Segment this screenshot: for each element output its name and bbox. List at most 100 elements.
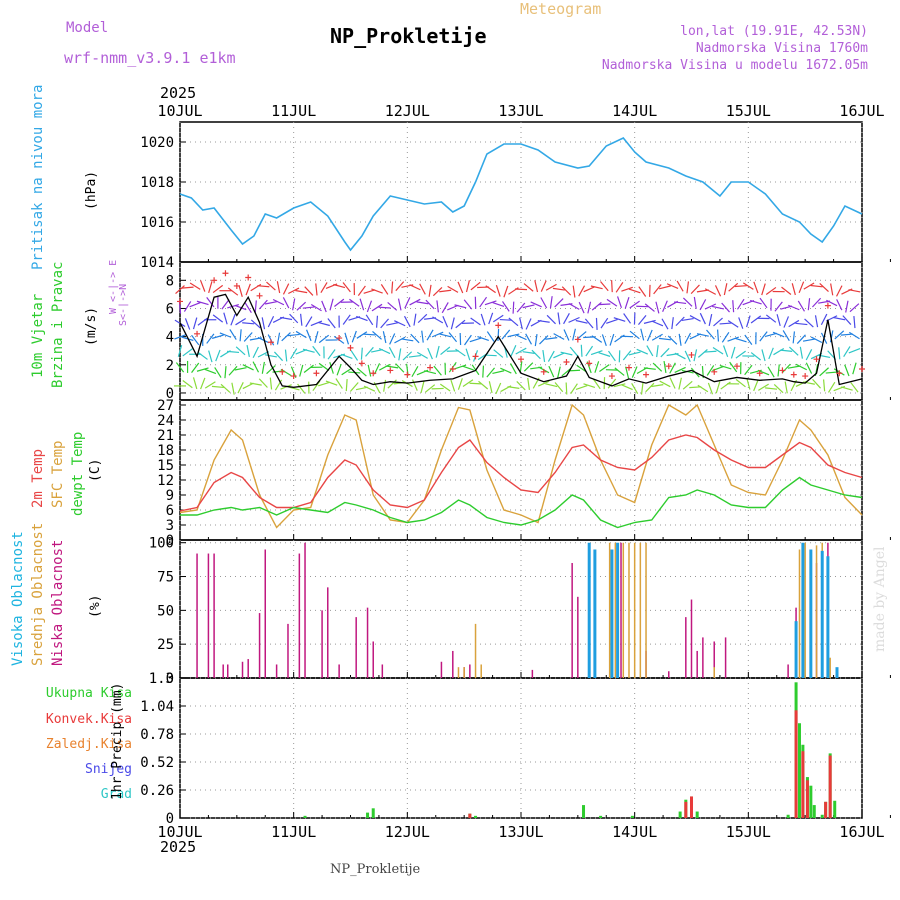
wind-arrow bbox=[492, 370, 505, 375]
wind-arrow bbox=[395, 363, 405, 373]
wind-arrow bbox=[651, 384, 664, 388]
wind-arrow bbox=[441, 302, 449, 314]
wind-arrow bbox=[804, 318, 814, 328]
wind-arrow bbox=[335, 378, 343, 389]
wind-arrow bbox=[523, 362, 534, 372]
wind-arrow bbox=[580, 344, 583, 357]
wind-arrow bbox=[591, 301, 602, 311]
wind-arrow bbox=[200, 280, 206, 292]
y-tick-label: 75 bbox=[157, 570, 174, 586]
wind-arrow bbox=[237, 382, 244, 394]
precip-bar-total bbox=[582, 805, 586, 818]
gust-marker bbox=[267, 339, 274, 346]
t2m-line bbox=[179, 434, 863, 512]
lonlat-text: lon,lat (19.91E, 42.53N) bbox=[680, 24, 868, 39]
wind-arrow bbox=[365, 346, 374, 357]
wind-arrow bbox=[659, 380, 671, 388]
wind-arrow bbox=[674, 366, 686, 374]
wind-arrow bbox=[651, 333, 663, 341]
wind-compass-sn: S<-|->N bbox=[118, 283, 129, 326]
wind-arrow bbox=[363, 385, 376, 392]
gust-marker bbox=[177, 298, 183, 305]
wind-arrow bbox=[450, 379, 456, 392]
gust-marker bbox=[194, 330, 201, 337]
wind-arrow bbox=[514, 288, 528, 291]
wind-arrow bbox=[426, 329, 434, 341]
wind-arrow bbox=[805, 362, 813, 374]
wind-arrow bbox=[667, 335, 678, 345]
wind-arrow bbox=[282, 297, 290, 309]
gust-marker bbox=[495, 322, 502, 329]
x-tick-label-top: 16JUL bbox=[839, 102, 884, 120]
wind-arrow bbox=[530, 301, 542, 308]
wind-arrow bbox=[245, 283, 251, 296]
wind-arrow bbox=[798, 281, 805, 294]
wind-arrow bbox=[507, 333, 520, 338]
wind-arrow bbox=[765, 332, 778, 338]
wind-arrow bbox=[616, 296, 623, 309]
wind-arrow bbox=[192, 377, 198, 390]
y-tick-label: 4 bbox=[166, 330, 174, 346]
wind-arrow bbox=[372, 330, 382, 340]
wind-arrow bbox=[735, 378, 746, 388]
wind-arrow bbox=[836, 285, 843, 297]
wind-arrow bbox=[621, 384, 633, 391]
wind-arrow bbox=[828, 381, 836, 393]
wind-arrow bbox=[204, 368, 217, 375]
gust-marker bbox=[387, 367, 394, 374]
wind-arrow bbox=[674, 352, 686, 360]
y-tick-label: 6 bbox=[166, 503, 174, 519]
wind-arrow bbox=[563, 329, 570, 341]
wind-arrow bbox=[303, 364, 314, 373]
wind-arrow bbox=[676, 280, 684, 292]
wind-arrow bbox=[765, 314, 777, 323]
precip-bar-conv bbox=[801, 751, 805, 818]
wind-arrow bbox=[342, 282, 351, 293]
wind-arrow bbox=[674, 301, 687, 305]
wind-arrow bbox=[704, 288, 717, 295]
wind-arrow bbox=[420, 381, 425, 394]
wind-arrow bbox=[189, 301, 201, 308]
wind-arrow bbox=[386, 365, 399, 369]
wind-arrow bbox=[810, 284, 823, 288]
wind-arrow bbox=[746, 315, 751, 328]
wind-arrow bbox=[686, 281, 690, 294]
wind-arrow bbox=[184, 318, 191, 330]
y-tick-label: 1016 bbox=[140, 215, 174, 231]
wind-arrow bbox=[243, 332, 253, 342]
y-tick-label: 9 bbox=[166, 488, 174, 504]
wind-arrow bbox=[416, 351, 428, 359]
y-tick-label: 2 bbox=[166, 358, 174, 374]
wind-arrow bbox=[669, 362, 676, 374]
wind-arrow bbox=[363, 333, 376, 336]
wind-arrow bbox=[714, 285, 722, 297]
wind-arrow bbox=[290, 348, 298, 360]
wind-arrow bbox=[457, 378, 463, 390]
wind-arrow bbox=[523, 283, 534, 292]
wind-arrow bbox=[631, 366, 638, 378]
gust-marker bbox=[313, 370, 320, 377]
wind-arrow bbox=[281, 332, 291, 342]
wind-arrow bbox=[488, 381, 493, 394]
wind-arrow bbox=[457, 281, 464, 294]
wind-arrow bbox=[409, 298, 421, 306]
wind-arrow bbox=[350, 350, 359, 361]
wind-arrow bbox=[557, 312, 561, 325]
x-tick-label-top: 13JUL bbox=[498, 102, 543, 120]
wind-arrow bbox=[398, 348, 402, 361]
wind-arrow bbox=[796, 334, 806, 344]
wind-arrow bbox=[525, 333, 533, 345]
wind-arrow bbox=[598, 303, 611, 306]
wind-arrow bbox=[662, 300, 668, 312]
wind-arrow bbox=[799, 346, 804, 359]
wind-arrow bbox=[181, 286, 194, 289]
wind-arrow bbox=[349, 382, 359, 392]
wind-arrow bbox=[250, 319, 261, 329]
wind-arrow bbox=[421, 330, 424, 343]
wind-arrow bbox=[257, 285, 270, 288]
gust-marker bbox=[472, 353, 479, 360]
wind-arrow bbox=[678, 333, 682, 346]
wind-arrow bbox=[624, 296, 630, 309]
wind-arrow bbox=[715, 381, 721, 394]
wind-arrow bbox=[765, 286, 777, 295]
